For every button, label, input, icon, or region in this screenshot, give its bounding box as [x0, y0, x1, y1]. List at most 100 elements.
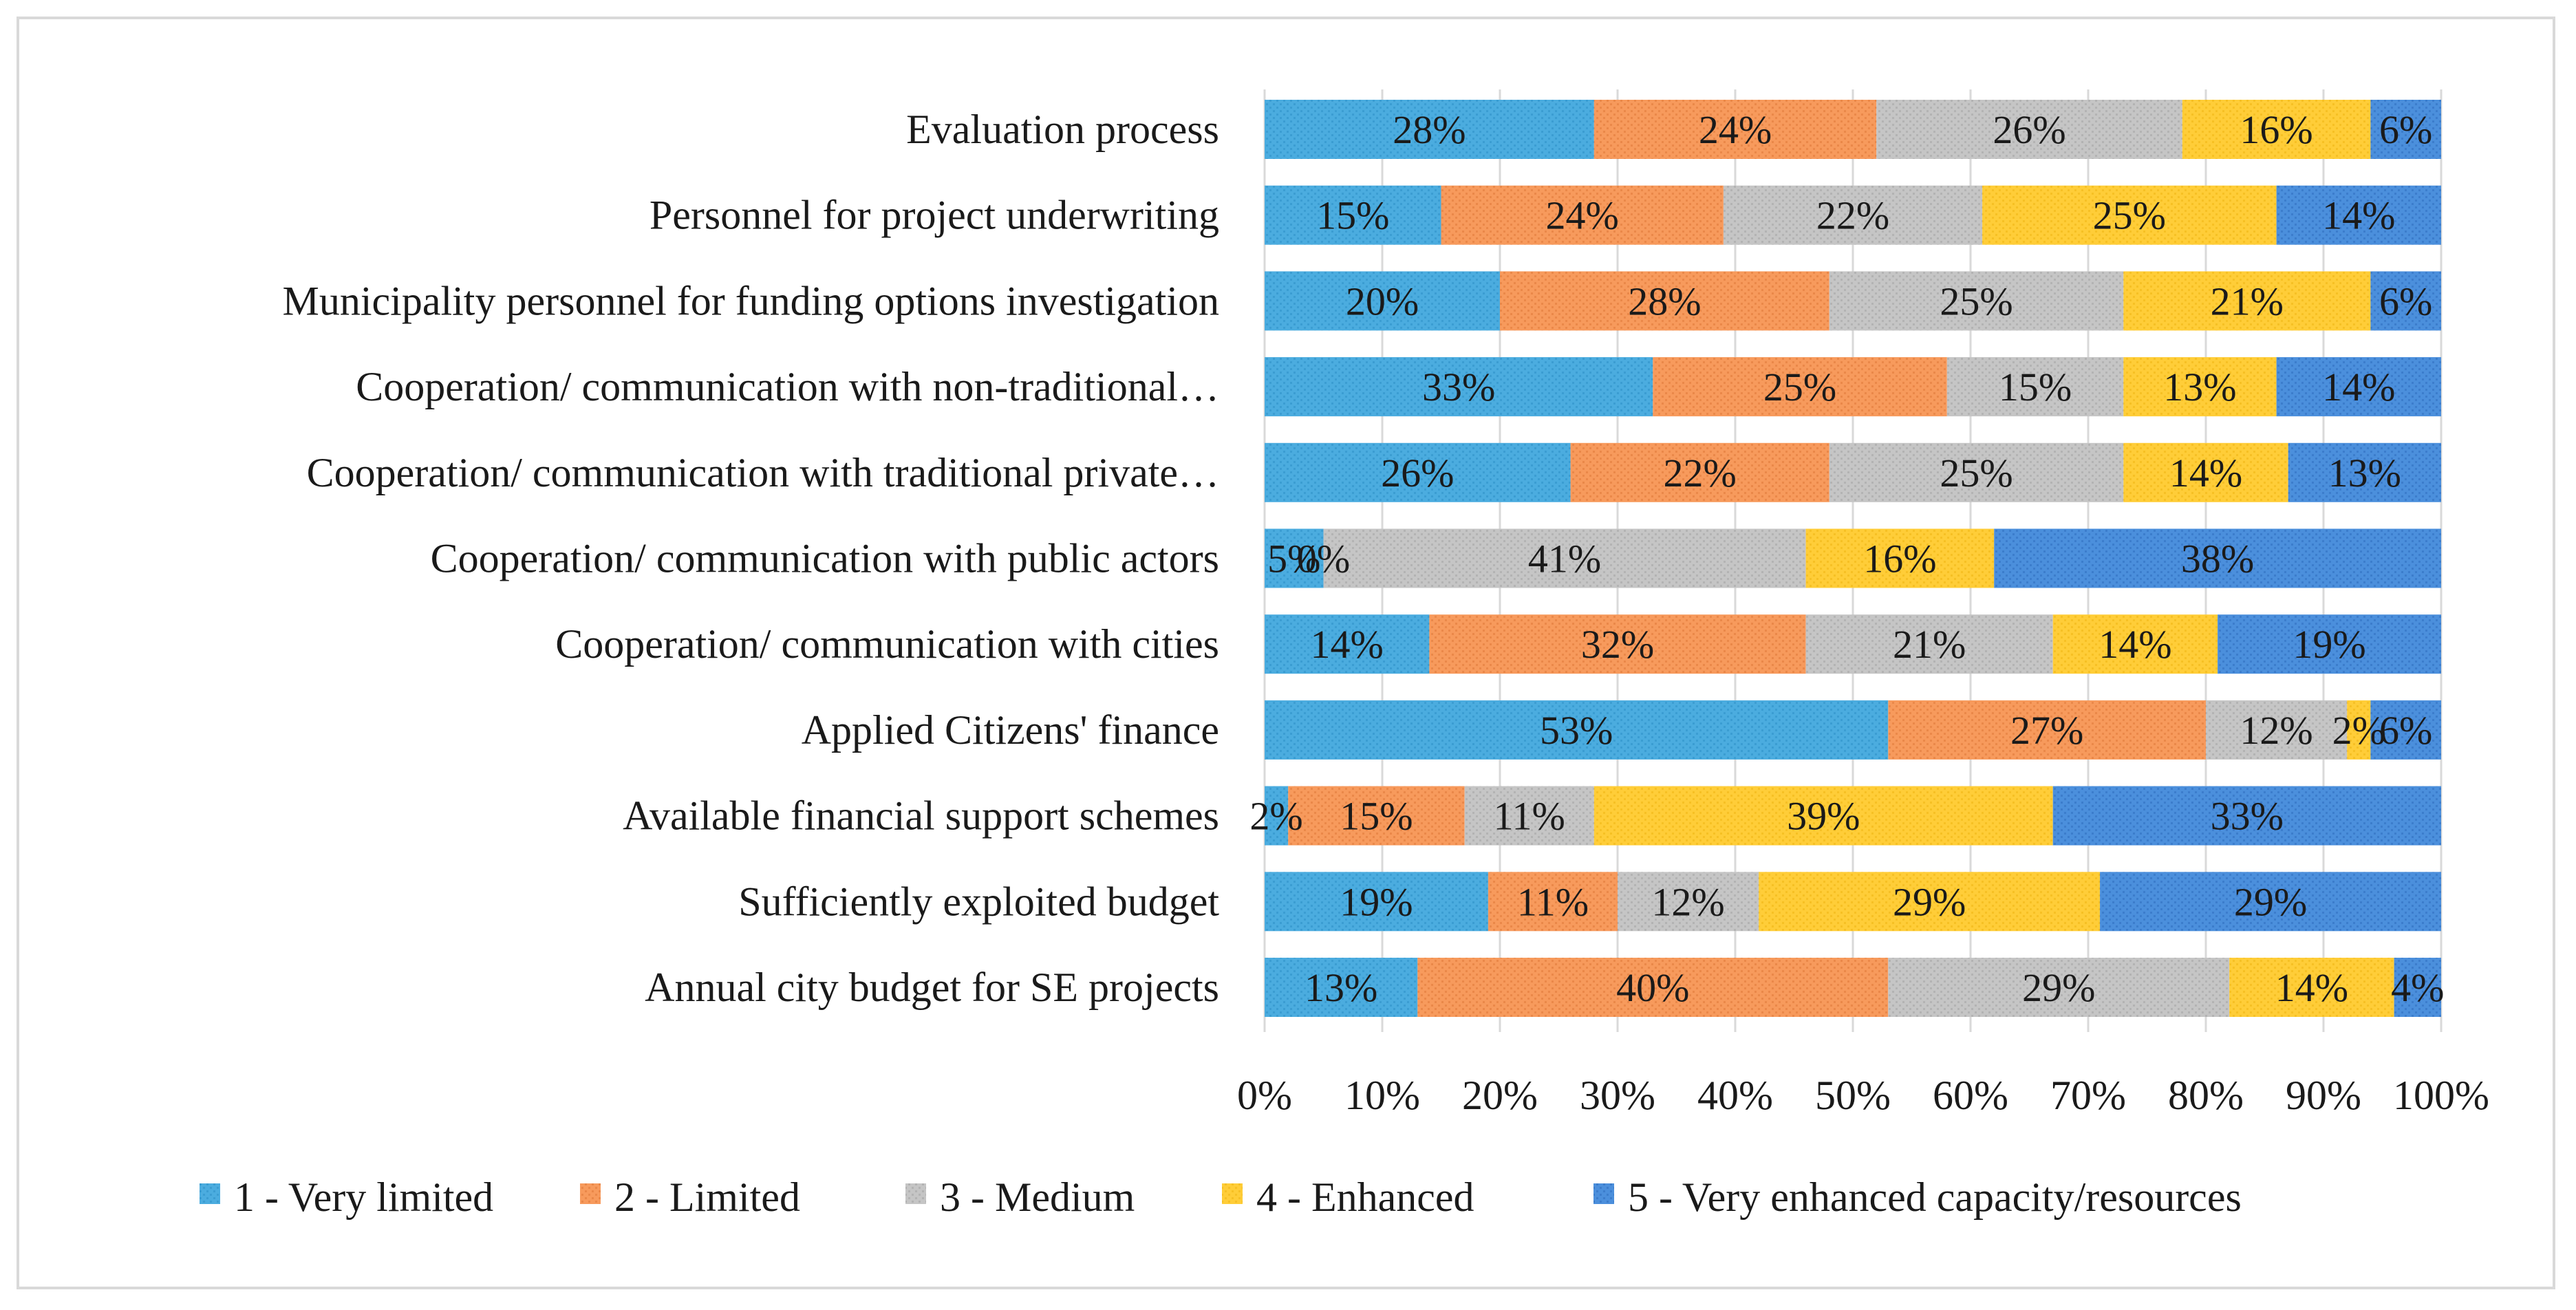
bar-segment[interactable] — [2052, 786, 2441, 846]
data-label: 14% — [2169, 451, 2242, 495]
bar-segment[interactable] — [1888, 700, 2206, 760]
bar-segment[interactable] — [1570, 442, 1829, 502]
legend-item[interactable]: 1 - Very limited — [200, 1174, 493, 1220]
bar-segment[interactable] — [1759, 872, 2101, 932]
bar-segment[interactable] — [2123, 442, 2288, 502]
category-label: Cooperation/ communication with traditio… — [307, 450, 1219, 495]
bar-segment[interactable] — [2347, 700, 2371, 760]
legend-label: 2 - Limited — [614, 1174, 800, 1220]
bar-segment[interactable] — [2123, 271, 2371, 331]
bar-segment[interactable] — [1829, 271, 2124, 331]
bar-segment[interactable] — [2218, 614, 2441, 674]
bar-segment[interactable] — [2288, 442, 2441, 502]
bar-segment[interactable] — [1946, 357, 2124, 417]
bar-segment[interactable] — [1265, 357, 1653, 417]
data-label: 25% — [1940, 451, 2012, 495]
bar-segment[interactable] — [1265, 442, 1571, 502]
bar-segment[interactable] — [1723, 185, 1983, 245]
category-label: Cooperation/ communication with cities — [555, 621, 1219, 667]
bar-segment[interactable] — [1876, 100, 2182, 159]
bar-segment[interactable] — [1618, 872, 1759, 932]
legend-item[interactable]: 5 - Very enhanced capacity/resources — [1593, 1174, 2242, 1220]
data-label: 11% — [1517, 879, 1589, 924]
legend-item[interactable]: 2 - Limited — [580, 1174, 800, 1220]
legend-swatch — [200, 1183, 220, 1204]
data-label: 16% — [2240, 107, 2312, 152]
bar-segment[interactable] — [1829, 442, 2124, 502]
x-tick-label: 0% — [1237, 1073, 1292, 1118]
data-label: 6% — [2379, 279, 2432, 323]
bar-segment[interactable] — [1805, 528, 1995, 588]
bar-segment[interactable] — [1265, 872, 1488, 932]
legend-swatch — [905, 1183, 926, 1204]
bar-segment[interactable] — [1653, 357, 1947, 417]
bar-segment[interactable] — [1417, 958, 1889, 1017]
bar-segment[interactable] — [2123, 357, 2277, 417]
category-label: Municipality personnel for funding optio… — [283, 278, 1219, 323]
data-label: 38% — [2181, 537, 2254, 581]
bar-segment[interactable] — [1500, 271, 1829, 331]
bar-segment[interactable] — [2370, 271, 2441, 331]
bar-segment[interactable] — [1265, 271, 1500, 331]
bar-segment[interactable] — [1593, 100, 1877, 159]
bar-segment[interactable] — [1265, 700, 1889, 760]
bar-segment[interactable] — [1265, 614, 1430, 674]
bar-segment[interactable] — [1265, 528, 1324, 588]
data-label: 28% — [1393, 107, 1466, 152]
data-label: 33% — [1422, 365, 1495, 409]
bar-segment[interactable] — [1429, 614, 1806, 674]
bar-segment[interactable] — [1288, 786, 1465, 846]
bar-segment[interactable] — [1982, 185, 2277, 245]
bar-segment[interactable] — [2276, 185, 2441, 245]
legend[interactable]: 1 - Very limited 2 - Limited 3 - Medium 4 -… — [200, 1174, 2242, 1220]
data-label: 14% — [2275, 965, 2348, 1010]
bar-segment[interactable] — [2370, 700, 2441, 760]
category-label: Sufficiently exploited budget — [738, 879, 1219, 924]
bar-segment[interactable] — [1464, 786, 1594, 846]
bar-segment[interactable] — [1994, 528, 2441, 588]
bar-segment[interactable] — [2182, 100, 2371, 159]
data-label: 21% — [2211, 279, 2284, 323]
x-tick-label: 80% — [2168, 1073, 2244, 1118]
legend-item[interactable]: 4 - Enhanced — [1222, 1174, 1474, 1220]
x-tick-label: 30% — [1580, 1073, 1655, 1118]
data-label: 26% — [1381, 451, 1454, 495]
data-label: 24% — [1546, 193, 1619, 238]
data-label: 24% — [1699, 107, 1772, 152]
bar-segment[interactable] — [1323, 528, 1806, 588]
x-tick-label: 10% — [1344, 1073, 1420, 1118]
x-tick-label: 20% — [1462, 1073, 1538, 1118]
x-tick-label: 50% — [1815, 1073, 1891, 1118]
data-label: 28% — [1628, 279, 1701, 323]
bar-segment[interactable] — [1888, 958, 2230, 1017]
data-label: 19% — [1340, 879, 1413, 924]
bar-segment[interactable] — [2100, 872, 2441, 932]
data-label: 26% — [1993, 107, 2065, 152]
bar-segment[interactable] — [1265, 185, 1441, 245]
bar-segment[interactable] — [2206, 700, 2348, 760]
bar-segment[interactable] — [1265, 786, 1289, 846]
legend-label: 5 - Very enhanced capacity/resources — [1628, 1174, 2242, 1220]
bar-segment[interactable] — [2276, 357, 2441, 417]
bar-segment[interactable] — [1488, 872, 1618, 932]
bar-segment[interactable] — [2370, 100, 2441, 159]
bar-segment[interactable] — [1265, 100, 1594, 159]
data-label: 14% — [2322, 193, 2395, 238]
data-label: 22% — [1664, 451, 1737, 495]
data-label: 0% — [1297, 537, 1350, 581]
bar-segment[interactable] — [1265, 958, 1418, 1017]
data-label: 27% — [2010, 708, 2083, 753]
data-label: 29% — [1893, 879, 1966, 924]
bar-segment[interactable] — [2229, 958, 2394, 1017]
bar-segment[interactable] — [1593, 786, 2053, 846]
bar-segment[interactable] — [2394, 958, 2441, 1017]
data-label: 15% — [1316, 193, 1389, 238]
bar-segment[interactable] — [2052, 614, 2218, 674]
data-label: 15% — [1340, 794, 1413, 839]
legend-item[interactable]: 3 - Medium — [905, 1174, 1135, 1220]
bar-segment[interactable] — [1441, 185, 1724, 245]
data-label: 25% — [1763, 365, 1836, 409]
data-label: 33% — [2211, 794, 2284, 839]
bar-segment[interactable] — [1805, 614, 2053, 674]
